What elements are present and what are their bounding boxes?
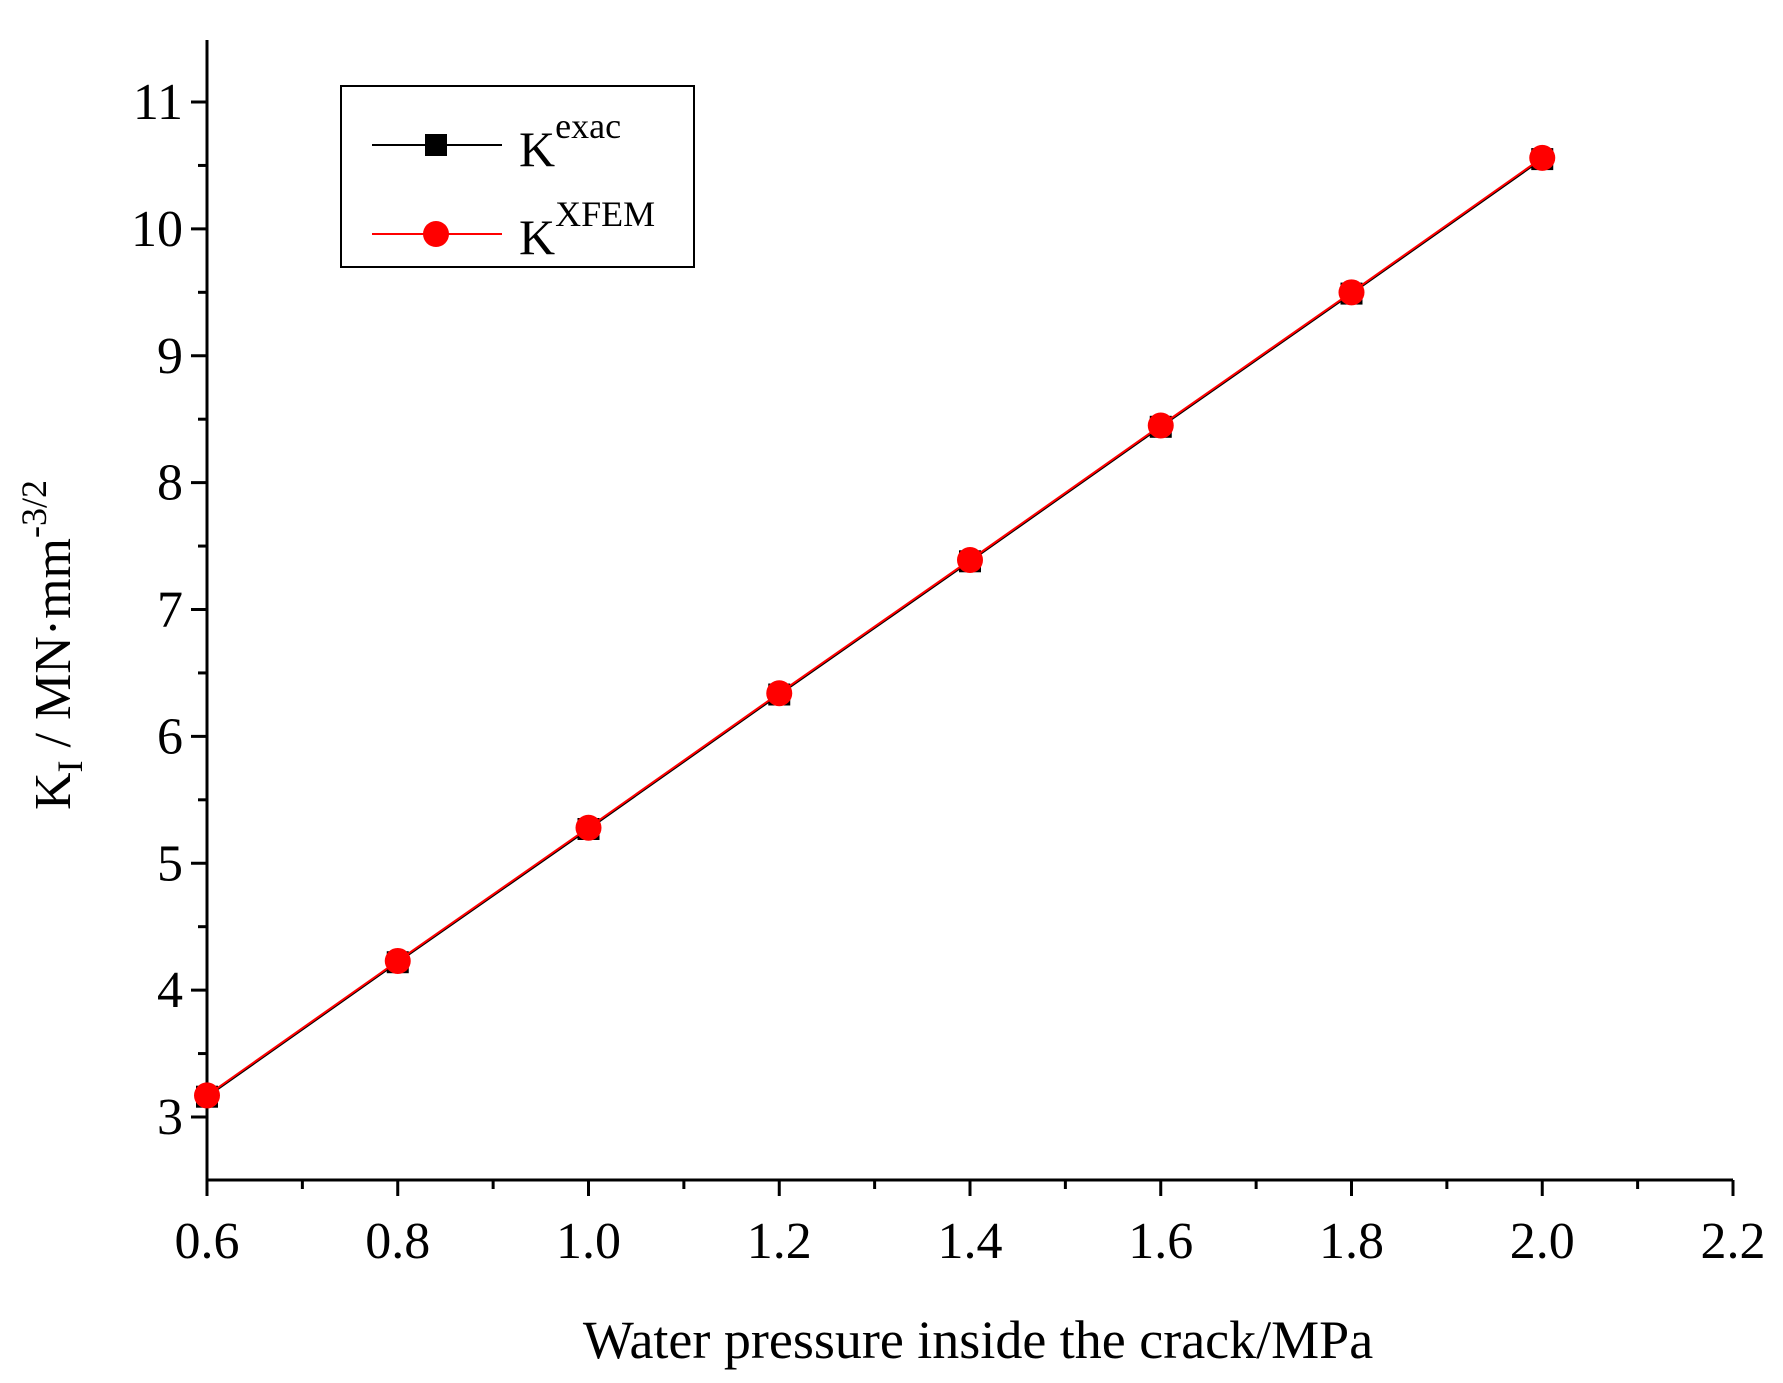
x-tick-label: 0.6: [175, 1213, 240, 1270]
x-tick-label: 1.6: [1128, 1213, 1193, 1270]
data-point-xfem: [384, 947, 411, 974]
legend-label-xfem: KXFEM: [519, 194, 655, 265]
y-tick-label: 9: [157, 328, 183, 385]
y-axis-label: KI / MN·mm-3/2: [14, 480, 90, 810]
data-point-xfem: [957, 547, 983, 574]
legend-box: [340, 85, 695, 268]
x-tick-label: 1.2: [747, 1213, 812, 1270]
legend-marker-circle: [423, 221, 449, 247]
legend-label-exac: Kexac: [519, 106, 621, 177]
data-point-xfem: [1338, 279, 1365, 306]
data-point-xfem: [194, 1082, 220, 1109]
data-point-xfem: [575, 814, 602, 841]
data-point-xfem: [1529, 144, 1556, 171]
series-layer: [194, 144, 1556, 1109]
y-tick-label: 6: [157, 708, 183, 765]
series-line-xfem: [206, 156, 1543, 1097]
x-axis-label: Water pressure inside the crack/MPa: [583, 1310, 1373, 1370]
y-tick-label: 4: [157, 962, 183, 1019]
x-tick-label: 2.0: [1510, 1213, 1575, 1270]
x-tick-label: 1.0: [556, 1213, 621, 1270]
series-line-exac: [206, 158, 1543, 1098]
y-tick-label: 10: [131, 201, 183, 258]
y-tick-label: 8: [157, 455, 183, 512]
y-tick-label: 7: [157, 582, 183, 639]
y-tick-label: 11: [133, 74, 183, 131]
x-tick-label: 1.8: [1319, 1213, 1384, 1270]
y-tick-label: 3: [157, 1089, 183, 1146]
x-tick-label: 2.2: [1701, 1213, 1766, 1270]
x-tick-label: 1.4: [938, 1213, 1003, 1270]
data-point-xfem: [1147, 412, 1174, 439]
legend-marker-square: [425, 134, 447, 156]
legend: Kexac KXFEM: [340, 85, 695, 268]
data-point-xfem: [766, 680, 793, 707]
y-tick-label: 5: [157, 835, 183, 892]
x-tick-label: 0.8: [365, 1213, 430, 1270]
axes: 0.6 0.8 1.0 1.2 1.4 1.6 1.8 2.0 2.2 3 4 5 6 7 8 9 10 11: [131, 40, 1766, 1270]
